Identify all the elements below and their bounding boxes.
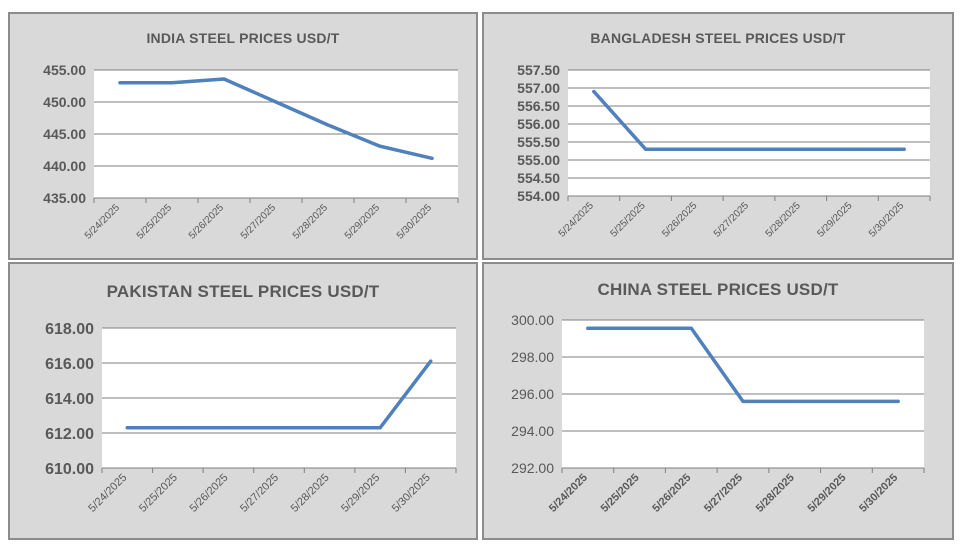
x-tick-label: 5/24/2025: [557, 200, 597, 240]
y-tick-label: 612.00: [45, 426, 94, 443]
data-point: [378, 144, 382, 148]
x-tick-label: 5/29/2025: [815, 200, 855, 240]
india-line-chart: 455.00 450.00 445.00 440.00 435.005/24/2025 5…: [43, 62, 459, 242]
y-tick-label: 555.00: [517, 152, 560, 168]
x-tick-label: 5/25/2025: [608, 200, 648, 240]
y-tick-label: 445.00: [43, 126, 86, 142]
x-tick-label: 5/26/2025: [650, 472, 693, 515]
x-tick-label: 5/25/2025: [137, 472, 180, 515]
y-tick-label: 614.00: [45, 391, 94, 408]
plot-area: [568, 70, 930, 196]
x-tick-label: 5/30/2025: [395, 202, 435, 242]
y-tick-label: 557.50: [517, 62, 560, 78]
data-point: [592, 90, 596, 94]
x-tick-label: 5/26/2025: [187, 202, 227, 242]
x-tick-label: 5/28/2025: [291, 202, 331, 242]
x-tick-label: 5/24/2025: [86, 472, 129, 515]
data-point: [695, 147, 699, 151]
data-point: [327, 426, 332, 430]
bangladesh-chart-panel: BANGLADESH STEEL PRICES USD/T 557.50 557.…: [482, 12, 954, 260]
x-tick-label: 5/27/2025: [239, 202, 279, 242]
x-tick-label: 5/30/2025: [857, 472, 900, 515]
y-tick-label: 294.00: [511, 423, 554, 439]
data-point: [170, 81, 174, 85]
x-tick-label: 5/30/2025: [867, 200, 907, 240]
data-point: [274, 100, 278, 104]
y-tick-label: 557.00: [517, 80, 560, 96]
data-point: [637, 326, 642, 330]
x-tick-label: 5/29/2025: [805, 472, 848, 515]
chart-title: INDIA STEEL PRICES USD/T: [146, 30, 340, 46]
x-tick-label: 5/25/2025: [599, 472, 642, 515]
x-tick-label: 5/27/2025: [702, 472, 745, 515]
data-point: [747, 147, 751, 151]
data-point: [430, 156, 434, 160]
data-point: [226, 426, 231, 430]
y-tick-label: 610.00: [45, 461, 94, 478]
pakistan-chart-panel: PAKISTAN STEEL PRICES USD/T 618.00 616.00…: [8, 262, 478, 540]
x-tick-label: 5/28/2025: [289, 472, 332, 515]
y-tick-label: 554.00: [517, 188, 560, 204]
y-tick-label: 616.00: [45, 356, 94, 373]
data-point: [643, 147, 648, 151]
chart-title: PAKISTAN STEEL PRICES USD/T: [106, 282, 380, 301]
data-point: [844, 399, 849, 403]
data-point: [378, 426, 382, 430]
y-tick-label: 300.00: [511, 312, 554, 328]
data-point: [896, 399, 900, 403]
data-point: [850, 147, 855, 151]
y-tick-label: 556.50: [517, 98, 560, 114]
data-point: [586, 326, 590, 330]
y-tick-label: 455.00: [43, 62, 86, 78]
x-tick-label: 5/27/2025: [238, 472, 281, 515]
x-tick-label: 5/24/2025: [83, 202, 123, 242]
y-tick-label: 450.00: [43, 94, 86, 110]
x-tick-label: 5/29/2025: [339, 472, 382, 515]
y-tick-label: 556.00: [517, 116, 560, 132]
data-point: [429, 359, 433, 363]
x-tick-label: 5/24/2025: [547, 472, 590, 515]
data-point: [799, 147, 803, 151]
x-tick-label: 5/27/2025: [712, 200, 752, 240]
chart-title: CHINA STEEL PRICES USD/T: [597, 280, 839, 299]
bangladesh-line-chart: 557.50 557.00 556.50 556.00 555.50 555.00 554.…: [517, 62, 931, 240]
x-tick-label: 5/28/2025: [754, 472, 797, 515]
x-tick-label: 5/30/2025: [390, 472, 433, 515]
y-tick-label: 296.00: [511, 386, 554, 402]
data-point: [326, 123, 330, 127]
data-point: [741, 399, 745, 403]
data-point: [118, 81, 122, 85]
x-tick-label: 5/26/2025: [660, 200, 700, 240]
y-tick-label: 618.00: [45, 321, 94, 338]
data-point: [902, 147, 906, 151]
data-point: [793, 399, 797, 403]
china-chart-panel: CHINA STEEL PRICES USD/T 300.00 298.00 296…: [482, 262, 954, 540]
india-chart-panel: INDIA STEEL PRICES USD/T 455.00 450.00 445…: [8, 12, 478, 260]
y-tick-label: 292.00: [511, 460, 554, 476]
data-point: [176, 426, 180, 430]
data-point: [222, 77, 226, 81]
x-tick-label: 5/26/2025: [187, 472, 230, 515]
y-tick-label: 440.00: [43, 158, 86, 174]
y-tick-label: 554.50: [517, 170, 560, 186]
data-point: [125, 426, 129, 430]
y-tick-label: 298.00: [511, 349, 554, 365]
x-tick-label: 5/28/2025: [764, 200, 804, 240]
y-tick-label: 555.50: [517, 134, 560, 150]
data-point: [277, 426, 281, 430]
y-tick-label: 435.00: [43, 190, 86, 206]
data-point: [689, 326, 693, 330]
chart-title: BANGLADESH STEEL PRICES USD/T: [590, 30, 846, 46]
x-tick-label: 5/29/2025: [343, 202, 383, 242]
x-tick-label: 5/25/2025: [135, 202, 175, 242]
